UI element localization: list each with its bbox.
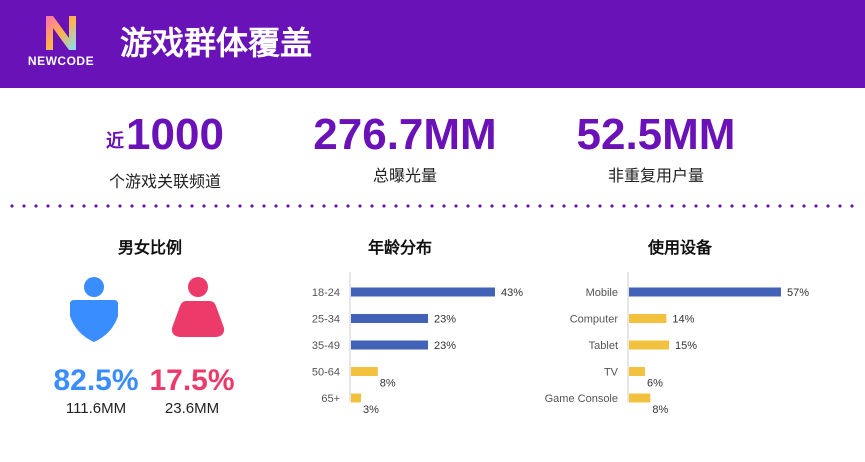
bar xyxy=(351,367,378,376)
bar xyxy=(351,393,362,403)
category-label: 25-34 xyxy=(312,314,340,326)
bar xyxy=(629,393,651,403)
value-label: 15% xyxy=(675,340,697,352)
stat-label: 非重复用户量 xyxy=(607,166,704,185)
bar xyxy=(351,287,495,297)
device-chart-title: 使用设备 xyxy=(647,238,712,257)
male-user-icon xyxy=(70,277,118,342)
category-label: TV xyxy=(604,367,619,379)
category-label: 65+ xyxy=(321,393,340,405)
page-title: 游戏群体覆盖 xyxy=(120,24,313,62)
bar xyxy=(351,314,429,323)
female-percent: 17.5% xyxy=(149,364,235,397)
stat-label: 总曝光量 xyxy=(372,166,437,185)
device-bar-chart: Mobile 57% Computer 14% Tablet 15% TV 6% Game Co… xyxy=(545,272,809,416)
value-label: 6% xyxy=(647,378,663,390)
bar xyxy=(629,340,669,350)
value-label: 8% xyxy=(652,404,668,416)
stat-channels: 近1000 个游戏关联频道 xyxy=(90,112,240,192)
value-label: 23% xyxy=(434,340,456,352)
female-count: 23.6MM xyxy=(164,400,220,417)
value-label: 8% xyxy=(380,378,396,390)
stat-impressions: 276.7MM 总曝光量 xyxy=(300,112,510,186)
logo-text: NEWCODE xyxy=(27,54,95,68)
header-bar: NEWCODE 游戏群体覆盖 xyxy=(0,0,865,88)
value-label: 57% xyxy=(787,287,809,299)
gender-title: 男女比例 xyxy=(117,238,182,257)
category-label: Tablet xyxy=(589,340,618,352)
category-label: 35-49 xyxy=(312,340,340,352)
bar xyxy=(629,314,667,323)
male-percent: 82.5% xyxy=(53,364,139,397)
category-label: 50-64 xyxy=(312,367,340,379)
female-user-icon xyxy=(171,277,225,337)
stat-value: 近1000 xyxy=(90,112,240,164)
age-chart-title: 年龄分布 xyxy=(367,238,432,257)
stat-number: 1000 xyxy=(126,110,224,159)
dotted-divider xyxy=(6,204,861,208)
logo-n-icon xyxy=(46,16,76,50)
category-label: Game Console xyxy=(545,393,618,405)
value-label: 3% xyxy=(363,404,379,416)
value-label: 23% xyxy=(434,314,456,326)
value-label: 43% xyxy=(501,287,523,299)
value-label: 14% xyxy=(672,314,694,326)
bar xyxy=(629,367,645,376)
stat-prefix: 近 xyxy=(106,131,125,151)
bar xyxy=(629,287,781,297)
stat-value: 52.5MM xyxy=(576,110,736,159)
category-label: Computer xyxy=(570,314,619,326)
stat-label: 个游戏关联频道 xyxy=(108,172,221,191)
stat-unique-users: 52.5MM 非重复用户量 xyxy=(556,112,756,186)
category-label: 18-24 xyxy=(312,287,340,299)
bar xyxy=(351,340,429,350)
newcode-logo: NEWCODE xyxy=(27,14,95,74)
category-label: Mobile xyxy=(586,287,618,299)
male-count: 111.6MM xyxy=(65,400,127,417)
age-bar-chart: 18-24 43% 25-34 23% 35-49 23% 50-64 8% 65+ 3% xyxy=(312,272,523,416)
stat-value: 276.7MM xyxy=(313,110,497,159)
